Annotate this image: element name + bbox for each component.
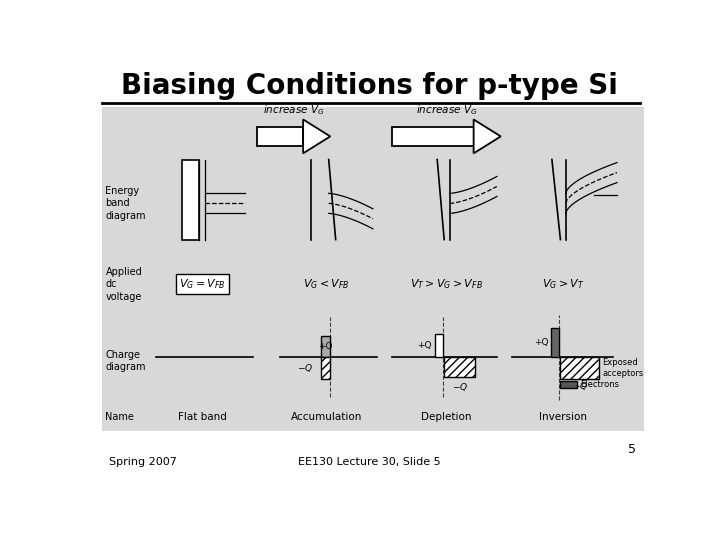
Text: $V_G<V_{FB}$: $V_G<V_{FB}$ [303, 278, 350, 291]
Bar [560, 357, 599, 379]
Text: +Q: +Q [418, 341, 432, 350]
Text: Charge
diagram: Charge diagram [106, 350, 146, 373]
Bar [182, 159, 199, 240]
Bar [102, 107, 644, 430]
Text: $-Q$: $-Q$ [297, 362, 313, 374]
Bar [256, 127, 303, 146]
Text: increase $V_G$: increase $V_G$ [263, 103, 324, 117]
Text: Depletion: Depletion [421, 411, 472, 422]
Text: 5: 5 [629, 443, 636, 456]
Polygon shape [303, 119, 330, 153]
Bar [444, 357, 475, 377]
Text: Inversion: Inversion [539, 411, 587, 422]
Text: $V_T>V_G>V_{FB}$: $V_T>V_G>V_{FB}$ [410, 278, 483, 291]
Bar [392, 127, 474, 146]
Text: Flat band: Flat band [178, 411, 227, 422]
Text: Biasing Conditions for p-type Si: Biasing Conditions for p-type Si [120, 72, 618, 100]
Text: +Q: +Q [534, 338, 549, 347]
Text: $-Q$: $-Q$ [451, 381, 468, 393]
Text: Name: Name [106, 411, 135, 422]
Bar [435, 334, 443, 357]
Bar [321, 336, 330, 357]
Text: Accumulation: Accumulation [291, 411, 362, 422]
Bar [321, 357, 330, 379]
Text: $-Q$: $-Q$ [572, 381, 588, 393]
Text: Exposed
acceptors: Exposed acceptors [602, 359, 644, 378]
Text: Applied
dc
voltage: Applied dc voltage [106, 267, 143, 302]
Text: Energy
band
diagram: Energy band diagram [106, 186, 146, 221]
Text: EE130 Lecture 30, Slide 5: EE130 Lecture 30, Slide 5 [297, 457, 441, 467]
Text: $V_G>V_T$: $V_G>V_T$ [541, 278, 584, 291]
Text: increase $V_G$: increase $V_G$ [415, 103, 477, 117]
Polygon shape [474, 119, 500, 153]
Text: Electrons: Electrons [580, 380, 618, 389]
Text: Spring 2007: Spring 2007 [109, 457, 177, 467]
Text: +Q: +Q [318, 342, 333, 351]
Bar [560, 381, 577, 388]
Text: $V_G=V_{FB}$: $V_G=V_{FB}$ [179, 278, 225, 291]
Bar [551, 328, 559, 357]
